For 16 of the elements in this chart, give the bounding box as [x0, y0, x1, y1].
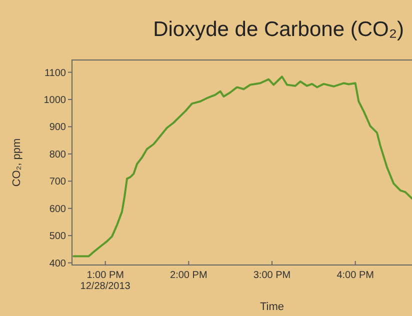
y-tick-label: 1100	[44, 68, 66, 79]
x-axis-title: Time	[260, 301, 284, 313]
y-tick-label: 700	[49, 176, 66, 188]
x-tick-label: 2:00 PM	[170, 270, 208, 281]
y-tick-label: 800	[49, 149, 66, 160]
y-tick-label: 900	[49, 122, 66, 134]
y-tick-label: 1000	[44, 94, 66, 106]
y-tick-label: 500	[49, 231, 66, 242]
line-series	[72, 76, 412, 258]
x-tick-label: 4:00 PM	[336, 270, 374, 281]
chart-title: Dioxyde de Carbone (CO₂)	[153, 18, 404, 41]
y-tick-label: 400	[49, 258, 66, 270]
x-tick-label: 3:00 PM	[253, 270, 291, 281]
x-tick-label: 1:00 PM 12/28/2013	[80, 270, 131, 292]
y-tick-label: 600	[49, 204, 66, 215]
y-axis-title: CO₂, ppm	[11, 138, 23, 187]
